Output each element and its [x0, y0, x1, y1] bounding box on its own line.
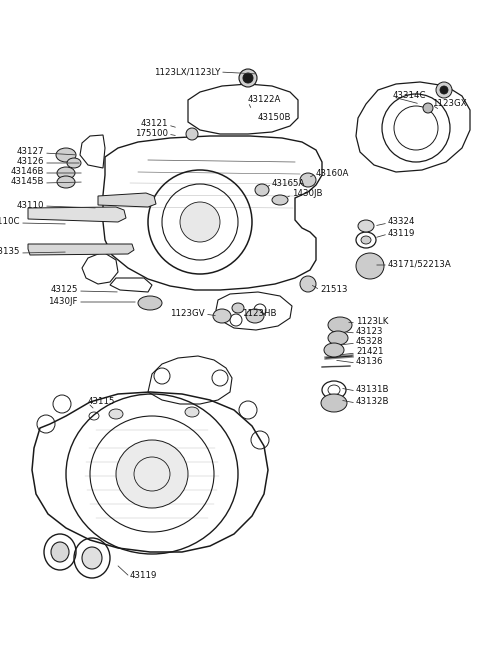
Text: 43145B: 43145B [11, 177, 44, 187]
Ellipse shape [255, 184, 269, 196]
Ellipse shape [213, 309, 231, 323]
Text: 43165A: 43165A [272, 179, 305, 187]
Ellipse shape [138, 296, 162, 310]
Ellipse shape [356, 253, 384, 279]
Ellipse shape [186, 128, 198, 140]
Ellipse shape [300, 173, 316, 187]
Ellipse shape [436, 82, 452, 98]
Ellipse shape [423, 103, 433, 113]
Ellipse shape [328, 331, 348, 345]
Ellipse shape [109, 409, 123, 419]
Text: 1123GV: 1123GV [170, 309, 205, 317]
Text: 43314C: 43314C [393, 91, 427, 99]
Ellipse shape [358, 220, 374, 232]
Ellipse shape [56, 148, 76, 162]
Text: 43146B: 43146B [11, 168, 44, 177]
Text: 1430JF: 1430JF [48, 298, 78, 307]
Text: 43119: 43119 [130, 572, 157, 581]
Text: 175100: 175100 [135, 129, 168, 139]
Text: 45328: 45328 [356, 338, 384, 346]
Text: 43171/52213A: 43171/52213A [388, 260, 452, 269]
Text: 43132B: 43132B [356, 397, 389, 407]
Ellipse shape [361, 236, 371, 244]
Text: 1123LK: 1123LK [356, 317, 388, 327]
Ellipse shape [328, 317, 352, 333]
Ellipse shape [321, 394, 347, 412]
Ellipse shape [180, 202, 220, 242]
Text: 43121: 43121 [141, 120, 168, 129]
Ellipse shape [239, 69, 257, 87]
Ellipse shape [51, 542, 69, 562]
Text: 43324: 43324 [388, 217, 416, 227]
Text: 1123LX/1123LY: 1123LX/1123LY [154, 68, 220, 76]
Text: 43126: 43126 [16, 158, 44, 166]
Ellipse shape [57, 167, 75, 179]
Text: 43131B: 43131B [356, 386, 389, 394]
Text: 1430JB: 1430JB [292, 189, 323, 198]
Polygon shape [98, 193, 156, 207]
Text: 43110: 43110 [16, 200, 44, 210]
Text: 1123HB: 1123HB [242, 309, 276, 317]
Ellipse shape [57, 176, 75, 188]
Ellipse shape [243, 73, 253, 83]
Ellipse shape [67, 158, 81, 168]
Text: 43127: 43127 [16, 148, 44, 156]
Ellipse shape [324, 343, 344, 357]
Text: 43125: 43125 [50, 286, 78, 294]
Text: 43119: 43119 [388, 229, 415, 237]
Text: 43110C: 43110C [0, 217, 20, 227]
Text: 1123GX: 1123GX [432, 99, 467, 108]
Ellipse shape [272, 195, 288, 205]
Text: 43115: 43115 [88, 397, 116, 407]
Ellipse shape [246, 309, 264, 323]
Ellipse shape [82, 547, 102, 569]
Text: 43123: 43123 [356, 327, 384, 336]
Polygon shape [28, 207, 126, 222]
Text: 21513: 21513 [320, 284, 348, 294]
Polygon shape [28, 244, 134, 255]
Ellipse shape [232, 303, 244, 313]
Ellipse shape [440, 86, 448, 94]
Text: 43136: 43136 [356, 357, 384, 367]
Text: 21421: 21421 [356, 348, 384, 357]
Ellipse shape [185, 407, 199, 417]
Text: 43160A: 43160A [316, 168, 349, 177]
Text: 43150B: 43150B [258, 114, 291, 122]
Text: 43122A: 43122A [248, 95, 281, 104]
Ellipse shape [116, 440, 188, 508]
Ellipse shape [300, 276, 316, 292]
Text: 43135: 43135 [0, 248, 20, 256]
